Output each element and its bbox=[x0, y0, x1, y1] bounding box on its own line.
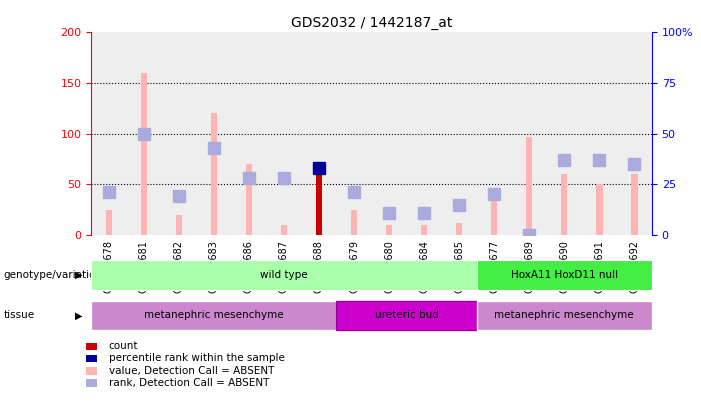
Text: count: count bbox=[109, 341, 138, 351]
Text: percentile rank within the sample: percentile rank within the sample bbox=[109, 354, 285, 363]
Bar bbox=[175, 215, 182, 235]
Bar bbox=[386, 225, 393, 235]
Bar bbox=[631, 174, 638, 235]
Text: tissue: tissue bbox=[4, 311, 34, 320]
Bar bbox=[266, 32, 301, 235]
Bar bbox=[442, 32, 477, 235]
Text: wild type: wild type bbox=[260, 270, 308, 280]
Bar bbox=[196, 32, 231, 235]
Text: ▶: ▶ bbox=[75, 311, 82, 320]
Text: value, Detection Call = ABSENT: value, Detection Call = ABSENT bbox=[109, 366, 274, 375]
Bar bbox=[596, 184, 603, 235]
Bar bbox=[562, 174, 568, 235]
Text: ureteric bud: ureteric bud bbox=[374, 311, 439, 320]
Bar bbox=[336, 32, 372, 235]
Bar bbox=[141, 73, 147, 235]
Bar bbox=[421, 225, 428, 235]
Bar bbox=[126, 32, 161, 235]
Bar bbox=[582, 32, 617, 235]
Bar bbox=[617, 32, 652, 235]
Bar bbox=[246, 164, 252, 235]
Bar bbox=[106, 210, 112, 235]
Bar bbox=[231, 32, 266, 235]
Bar bbox=[316, 169, 322, 235]
Bar bbox=[491, 200, 498, 235]
Bar bbox=[351, 210, 358, 235]
Text: HoxA11 HoxD11 null: HoxA11 HoxD11 null bbox=[511, 270, 618, 280]
Bar bbox=[281, 225, 287, 235]
Title: GDS2032 / 1442187_at: GDS2032 / 1442187_at bbox=[291, 16, 452, 30]
Text: ▶: ▶ bbox=[75, 270, 82, 280]
Bar bbox=[91, 32, 126, 235]
Bar bbox=[456, 223, 463, 235]
Text: metanephric mesenchyme: metanephric mesenchyme bbox=[144, 311, 284, 320]
Bar bbox=[211, 113, 217, 235]
Bar bbox=[372, 32, 407, 235]
Bar bbox=[301, 32, 336, 235]
Bar bbox=[512, 32, 547, 235]
Bar bbox=[477, 32, 512, 235]
Bar bbox=[407, 32, 442, 235]
Text: genotype/variation: genotype/variation bbox=[4, 270, 102, 280]
Bar bbox=[526, 137, 533, 235]
Bar bbox=[161, 32, 196, 235]
Text: metanephric mesenchyme: metanephric mesenchyme bbox=[494, 311, 634, 320]
Bar bbox=[547, 32, 582, 235]
Text: rank, Detection Call = ABSENT: rank, Detection Call = ABSENT bbox=[109, 378, 269, 388]
